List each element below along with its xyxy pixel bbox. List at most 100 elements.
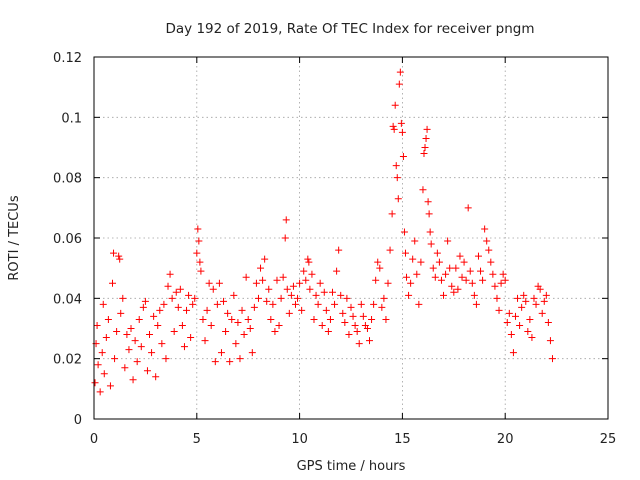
- data-point: [324, 328, 332, 336]
- data-point: [341, 318, 349, 326]
- data-point: [477, 267, 485, 275]
- data-point: [450, 288, 458, 296]
- data-point: [291, 300, 299, 308]
- data-point: [528, 334, 536, 342]
- data-point: [273, 276, 281, 284]
- data-point: [137, 343, 145, 351]
- data-point: [495, 306, 503, 314]
- data-point: [156, 306, 164, 314]
- data-point: [389, 122, 397, 130]
- data-point: [538, 309, 546, 317]
- data-point: [131, 337, 139, 345]
- data-point: [460, 258, 468, 266]
- data-point: [435, 258, 443, 266]
- data-point: [542, 291, 550, 299]
- data-point: [99, 300, 107, 308]
- data-point: [238, 306, 246, 314]
- y-tick-label: 0.04: [53, 292, 82, 307]
- data-point: [244, 315, 252, 323]
- data-point: [205, 279, 213, 287]
- data-point: [337, 291, 345, 299]
- data-point: [433, 249, 441, 257]
- data-point: [123, 331, 131, 339]
- data-point: [185, 291, 193, 299]
- data-point: [305, 258, 313, 266]
- data-point: [396, 68, 404, 76]
- data-point: [254, 294, 262, 302]
- data-point: [530, 294, 538, 302]
- data-point: [339, 309, 347, 317]
- data-point: [310, 315, 318, 323]
- data-point: [271, 328, 279, 336]
- data-point: [493, 294, 501, 302]
- data-point: [403, 273, 411, 281]
- data-point: [351, 321, 359, 329]
- data-point: [440, 291, 448, 299]
- data-point: [164, 282, 172, 290]
- data-point: [257, 264, 265, 272]
- y-tick-label: 0.02: [53, 353, 82, 368]
- data-point: [261, 255, 269, 263]
- y-tick-label: 0.1: [61, 111, 82, 126]
- data-point: [401, 249, 409, 257]
- data-point: [382, 315, 390, 323]
- data-point: [487, 258, 495, 266]
- data-point: [100, 370, 108, 378]
- data-point: [448, 282, 456, 290]
- data-point: [374, 258, 382, 266]
- data-point: [423, 125, 431, 133]
- data-point: [246, 325, 254, 332]
- data-point: [102, 334, 110, 342]
- data-point: [426, 228, 434, 236]
- y-tick-label: 0.12: [53, 51, 82, 66]
- x-axis-label: GPS time / hours: [297, 459, 406, 474]
- data-point: [133, 358, 141, 366]
- x-tick-label: 0: [90, 432, 98, 447]
- data-point: [125, 346, 133, 354]
- data-point: [514, 294, 522, 302]
- data-point: [483, 237, 491, 245]
- data-point: [187, 334, 195, 342]
- data-point: [393, 174, 401, 182]
- data-point: [135, 315, 143, 323]
- data-point: [94, 361, 102, 369]
- data-point: [524, 328, 532, 336]
- data-point: [420, 150, 428, 158]
- data-point: [368, 315, 376, 323]
- data-point: [228, 315, 236, 323]
- data-point: [425, 210, 433, 218]
- data-point: [180, 343, 188, 351]
- data-point: [230, 291, 238, 299]
- data-point: [363, 325, 371, 332]
- data-point: [446, 264, 454, 272]
- data-point: [199, 315, 207, 323]
- data-point: [395, 80, 403, 88]
- data-point: [308, 270, 316, 278]
- data-point: [242, 273, 250, 281]
- data-point: [454, 285, 462, 293]
- data-point: [526, 315, 534, 323]
- data-point: [220, 297, 228, 305]
- data-point: [390, 125, 398, 133]
- data-point: [277, 294, 285, 302]
- data-point: [314, 300, 322, 308]
- data-point: [392, 162, 400, 170]
- data-point: [322, 306, 330, 314]
- data-point: [143, 367, 151, 375]
- data-point: [285, 309, 293, 317]
- axis-ticks: 0 5 10 15 20 25 0 0.02 0.04 0.06 0.08 0.1 0.12: [53, 51, 616, 447]
- data-point: [146, 331, 154, 339]
- data-point: [536, 285, 544, 293]
- data-point: [226, 358, 234, 366]
- data-point: [399, 153, 407, 161]
- y-tick-label: 0.08: [53, 172, 82, 187]
- data-point: [193, 249, 201, 257]
- data-point: [294, 294, 302, 302]
- data-point: [168, 294, 176, 302]
- data-point: [93, 321, 101, 329]
- x-tick-label: 10: [291, 432, 308, 447]
- data-point: [259, 276, 267, 284]
- data-point: [109, 279, 117, 287]
- data-point: [391, 101, 399, 109]
